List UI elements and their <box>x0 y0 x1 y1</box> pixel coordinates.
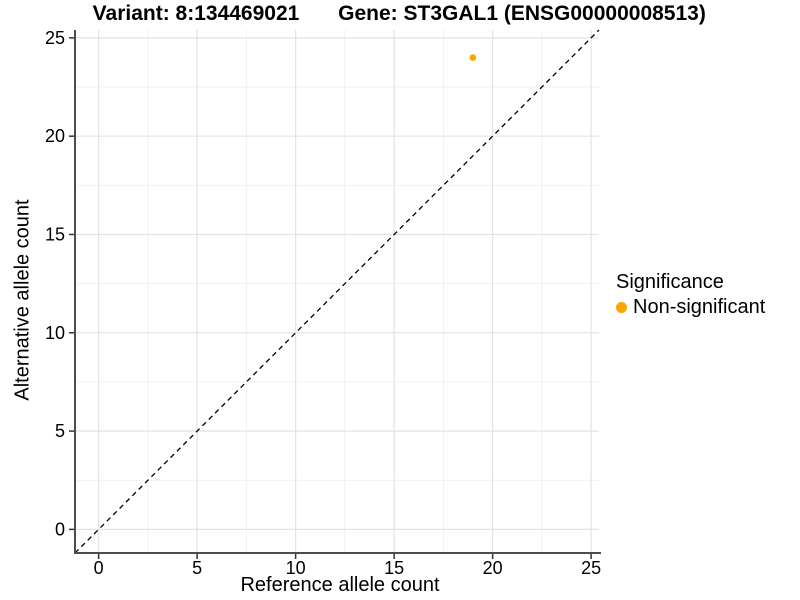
data-point <box>469 54 477 61</box>
x-tick-label: 15 <box>384 558 404 578</box>
y-axis-title: Alternative allele count <box>11 199 34 401</box>
x-tick-label: 10 <box>286 558 306 578</box>
legend: Significance Non-significant <box>616 270 765 319</box>
legend-title: Significance <box>616 271 724 293</box>
y-tick-label: 20 <box>45 126 65 146</box>
legend-item-label: Non-significant <box>633 296 766 318</box>
x-tick-label: 25 <box>581 558 601 578</box>
x-tick-label: 20 <box>483 558 503 578</box>
y-tick-label: 15 <box>45 224 65 244</box>
legend-point-icon <box>616 301 627 313</box>
identity-reference-line <box>74 29 600 554</box>
y-tick-label: 0 <box>55 519 65 539</box>
plot-title-gene: Gene: ST3GAL1 (ENSG00000008513) <box>338 2 706 25</box>
legend-item: Non-significant <box>616 295 765 319</box>
y-tick-label: 5 <box>55 421 65 441</box>
x-axis-title: Reference allele count <box>240 574 440 596</box>
y-tick-label: 10 <box>45 323 65 343</box>
plot-title-variant: Variant: 8:134469021 <box>92 2 300 25</box>
x-tick-label: 5 <box>192 558 202 578</box>
x-tick-label: 0 <box>94 558 104 578</box>
y-tick-label: 25 <box>45 28 65 48</box>
